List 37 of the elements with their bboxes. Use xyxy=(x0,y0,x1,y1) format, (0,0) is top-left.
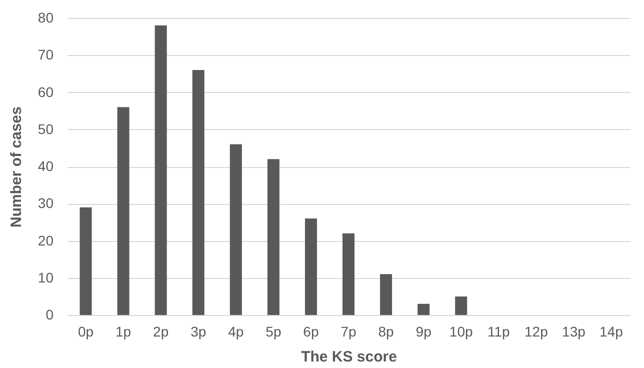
y-tick-label: 10 xyxy=(38,269,54,286)
x-tick-label: 11p xyxy=(487,324,510,340)
bar xyxy=(418,304,430,315)
y-tick-label: 40 xyxy=(38,158,54,174)
x-tick-label: 12p xyxy=(524,324,548,340)
bar xyxy=(267,159,280,315)
bar xyxy=(304,218,317,315)
x-tick-label: 4p xyxy=(228,324,244,340)
y-tick-label: 30 xyxy=(38,195,54,212)
x-tick-label: 2p xyxy=(153,324,169,340)
bar xyxy=(455,296,468,315)
x-tick-label: 10p xyxy=(449,324,473,340)
bar xyxy=(192,70,204,315)
x-tick-label: 13p xyxy=(562,324,586,340)
x-tick-label: 9p xyxy=(416,324,432,340)
bar xyxy=(230,144,242,315)
bar xyxy=(117,107,130,315)
x-tick-label: 6p xyxy=(303,324,319,340)
x-tick-label: 0p xyxy=(78,324,94,340)
bar xyxy=(380,274,392,315)
y-tick-label: 70 xyxy=(38,46,54,63)
y-tick-label: 80 xyxy=(38,10,54,26)
y-axis-title: Number of cases xyxy=(8,106,25,228)
y-tick-label: 0 xyxy=(46,306,54,322)
y-tick-label: 20 xyxy=(38,232,54,248)
x-tick-label: 14p xyxy=(600,324,624,340)
x-tick-label: 8p xyxy=(378,324,394,340)
bar xyxy=(80,207,92,315)
x-tick-label: 1p xyxy=(116,324,132,340)
x-tick-label: 3p xyxy=(190,324,206,340)
y-tick-label: 60 xyxy=(38,84,54,100)
x-tick-label: 5p xyxy=(266,324,282,340)
bar xyxy=(342,233,355,315)
y-tick-label: 50 xyxy=(38,120,54,137)
x-axis-title: The KS score xyxy=(301,348,397,366)
x-tick-label: 7p xyxy=(340,324,356,340)
bar xyxy=(154,25,167,315)
